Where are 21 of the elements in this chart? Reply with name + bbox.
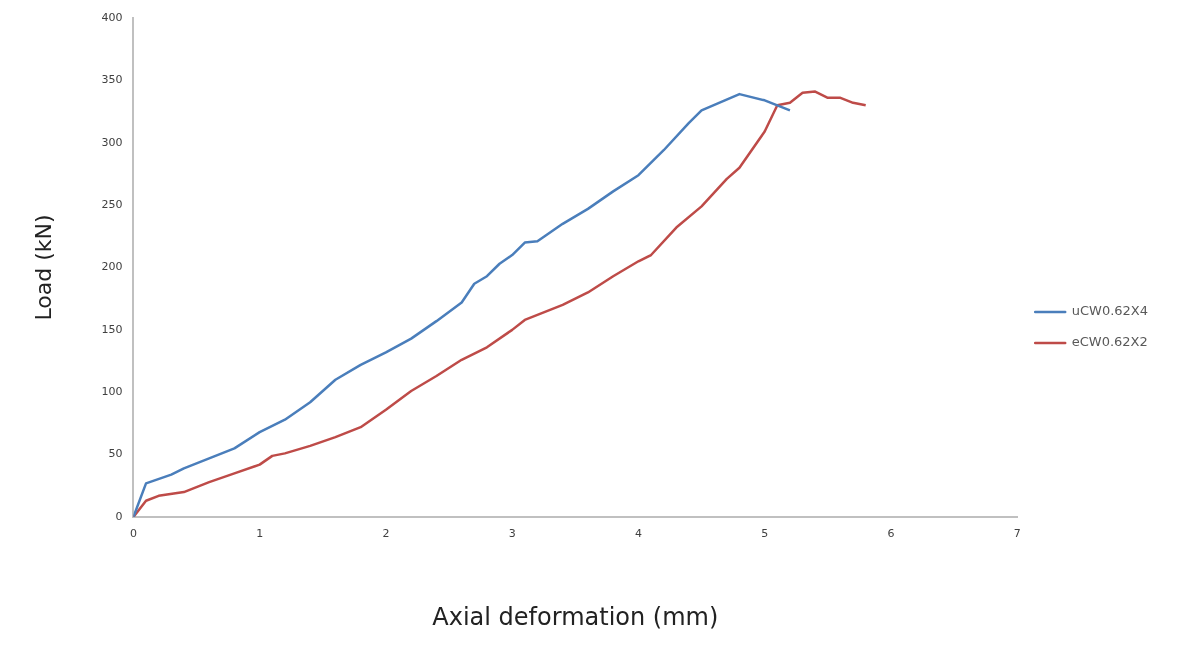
y-tick-label: 0 xyxy=(115,509,123,523)
x-tick-label: 5 xyxy=(761,527,769,541)
x-tick-label: 0 xyxy=(129,527,137,541)
y-tick-label: 350 xyxy=(101,73,123,87)
x-tick-label: 7 xyxy=(1013,527,1021,541)
y-axis-title: Load (kN) xyxy=(30,214,56,321)
x-tick-label: 1 xyxy=(256,527,264,541)
legend-label: uCW0.62X4 xyxy=(1071,303,1148,319)
x-axis-title: Axial deformation (mm) xyxy=(432,602,719,631)
x-tick-label: 2 xyxy=(382,527,390,541)
y-tick-label: 50 xyxy=(108,447,123,461)
x-tick-label: 3 xyxy=(508,527,516,541)
legend-label: eCW0.62X2 xyxy=(1071,334,1148,350)
y-tick-label: 400 xyxy=(101,10,123,24)
x-tick-label: 4 xyxy=(634,527,642,541)
x-tick-label: 6 xyxy=(887,527,895,541)
y-tick-label: 250 xyxy=(101,197,123,211)
y-tick-label: 200 xyxy=(101,260,123,274)
y-tick-label: 150 xyxy=(101,322,123,336)
y-tick-label: 300 xyxy=(101,135,123,149)
y-tick-label: 100 xyxy=(101,385,123,399)
